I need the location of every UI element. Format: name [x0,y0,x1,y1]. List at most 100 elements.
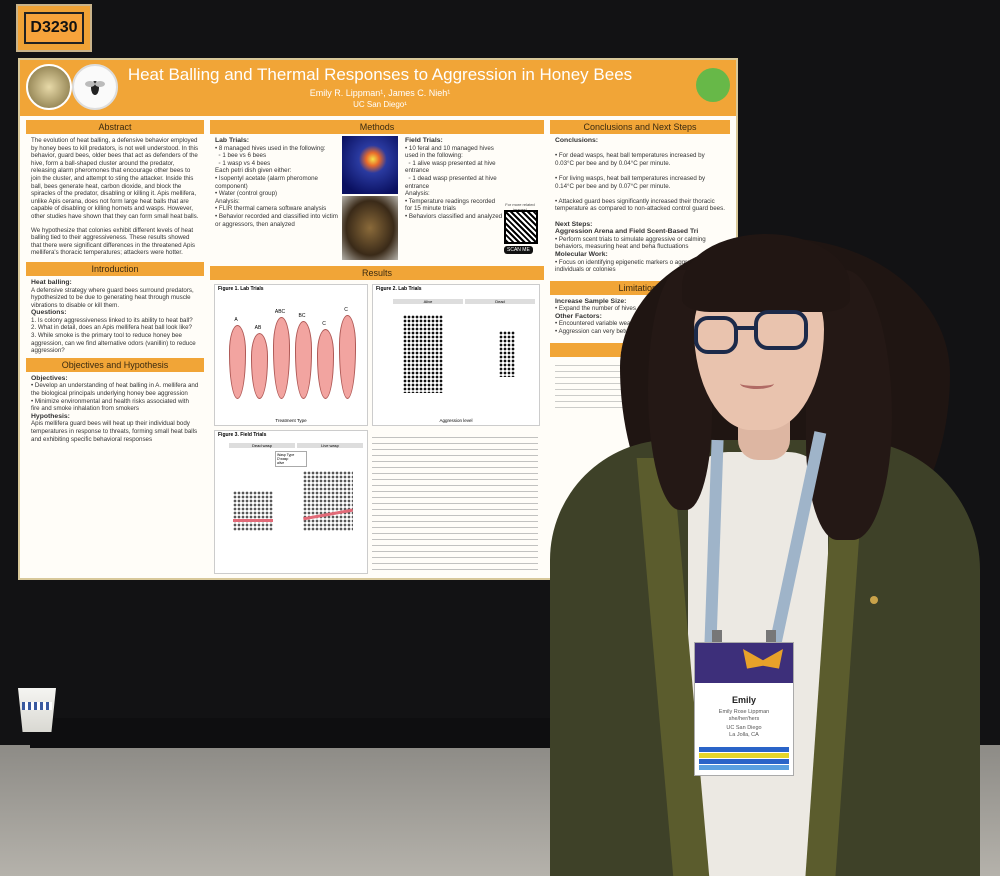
lab-analysis-subheading: Analysis: [215,197,240,205]
figure-1-violin [317,329,334,399]
bee-lab-logo [72,64,118,110]
limitations-body: Increase Sample Size: • Expand the numbe… [555,297,697,336]
introduction-heading: Introduction [26,261,204,276]
figure-1-violin [295,321,312,399]
figure-2-dead-points [499,331,515,377]
limitation-2-heading: Other Factors: [555,312,602,320]
figure-1-group-label: ABC [274,309,286,315]
questions-subheading: Questions: [31,309,67,317]
field-trials-text: Field Trials: • 10 feral and 10 managed … [405,137,503,220]
figure-2-panel-dead: Dead [465,299,535,304]
badge-stripe-2 [699,753,789,758]
limitation-1-heading: Increase Sample Size: [555,297,627,305]
figure-2-panel-alive: Alive [393,299,463,304]
next-step-2-heading: Molecular Work: [555,250,608,258]
abstract-heading: Abstract [26,120,204,134]
figure-1-violin [251,333,268,399]
figure-3-panel-live: Live wasp [297,443,363,448]
objectives-body: Objectives: • Develop an understanding o… [31,374,199,443]
heat-balling-definition: A defensive strategy where guard bees su… [31,286,194,309]
figure-1-lab-trials: Figure 1. Lab Trials A AB ABC BC C C Treatmen… [214,284,368,426]
lanyard-clip-right [766,630,776,644]
ucsd-seal-logo [26,64,72,110]
lab-analysis-behavior: Behavior recorded and classified into vi… [215,212,338,228]
name-badge: Emily Emily Rose Lippman she/her/hers UC… [694,642,794,776]
field-analysis-behaviors: Behaviors classified and analyzed [408,212,503,220]
glasses-left-lens [694,316,738,354]
insecta-logo [696,68,730,102]
results-heading: Results [210,266,544,280]
badge-organization: UC San Diego [726,725,762,731]
figure-1-violin [339,315,356,399]
hypothesis-subheading: Hypothesis: [31,412,70,420]
limitation-3: Aggression can very betwe same colony [558,328,670,336]
board-shelf [30,718,590,748]
lab-trials-isopentyl: Isopentyl acetate (alarm pheromone compo… [215,174,318,190]
lanyard-clip-left [712,630,722,644]
field-trials-subheading: Field Trials: [405,137,443,144]
figure-2-title: Figure 2. Lab Trials [376,286,422,292]
question-1: 1. Is colony aggressiveness linked to it… [31,316,193,324]
paper-cup [18,688,56,732]
introduction-body: Heat balling: A defensive strategy where… [26,276,204,358]
figure-3-legend-title: Wasp Type [277,453,295,457]
next-step-2: Focus on identifying epigenetic markers … [555,258,705,274]
field-analysis-subheading: Analysis: [405,190,430,198]
figure-3-live-points [303,471,353,531]
poster-affiliation: UC San Diego¹ [353,100,407,109]
field-trials-hives: 10 feral and 10 managed hives used in th… [405,144,494,160]
badge-stripe-1 [699,747,789,752]
figure-3-legend: Wasp Type D'wasp alive [275,451,307,467]
booth-number-tag: D3230 [16,4,92,52]
heat-balling-subheading: Heat balling: [31,278,72,286]
glasses-bridge [736,326,756,330]
abstract-text-1: The evolution of heat balling, a defensi… [31,137,199,220]
qr-code [504,210,538,244]
figure-2-lab-trials: Figure 2. Lab Trials Alive Dead Aggressi… [372,284,540,426]
poster-authors: Emily R. Lippman¹, James C. Nieh¹ [309,88,451,98]
qr-caption: For more related images! [505,202,535,212]
field-analysis-temperature: Temperature readings recorded for 15 min… [405,197,496,213]
lab-trials-hives: 8 managed hives used in the following: [218,144,326,152]
badge-stripe-4 [699,765,789,770]
field-trials-dead-wasp: 1 dead wasp presented at hive entrance [405,174,497,190]
lab-trials-wasp: 1 wasp vs 4 bees [222,159,271,167]
paper-cup-pattern [22,702,52,710]
scan-me-label: SCAN ME [504,246,533,254]
hypothesis-text: Apis mellifera guard bees will heat up t… [31,420,198,443]
lab-trials-bee: 1 bee vs 6 bees [222,152,267,160]
lab-trials-subheading: Lab Trials: [215,137,249,144]
poster-header: Heat Balling and Thermal Responses to Ag… [20,60,736,116]
figure-1-violin [273,317,290,399]
limitation-1: Expand the number of hives and individua… [558,305,697,313]
bee-cluster-photo [342,196,398,260]
figure-3-dead-trend [233,519,273,522]
conclusions-heading: Conclusions and Next Steps [550,120,730,134]
field-trials-alive-wasp: 1 alive wasp presented at hive entrance [405,159,496,175]
poster-left-column: Abstract The evolution of heat balling, … [26,120,204,578]
conclusions-body: Conclusions: • For dead wasps, heat ball… [555,137,725,274]
conclusion-2: For living wasps, heat ball temperatures… [555,174,706,190]
next-steps-subheading: Next Steps: [555,220,593,228]
next-step-1: Perform scent trials to simulate aggress… [555,235,706,251]
figure-3-legend-item-2: alive [277,461,285,465]
objective-1: Develop an understanding of heat balling… [31,382,199,398]
conclusion-1: For dead wasps, heat ball temperatures i… [555,152,705,167]
limitation-2: Encountered variable weathe field trials [558,320,667,328]
figure-captions-text [372,432,538,572]
question-3: 3. While smoke is the primary tool to re… [31,332,196,355]
badge-pronouns: she/her/hers [728,716,760,722]
methods-section: Methods Lab Trials: • 8 managed hives us… [210,120,544,264]
figure-1-group-label: C [344,307,348,313]
figure-1-group-label: C [322,321,326,327]
figure-3-dead-points [233,491,273,531]
badge-name: Emily [731,695,756,705]
methods-heading: Methods [210,120,544,134]
figure-2-xlabel: Aggression level [439,418,473,423]
figure-1-group-label: BC [298,313,306,319]
figure-1-group-label: AB [254,325,262,331]
badge-full-name: Emily Rose Lippman [718,709,770,715]
objectives-heading: Objectives and Hypothesis [26,357,204,372]
person-smile [740,378,774,389]
